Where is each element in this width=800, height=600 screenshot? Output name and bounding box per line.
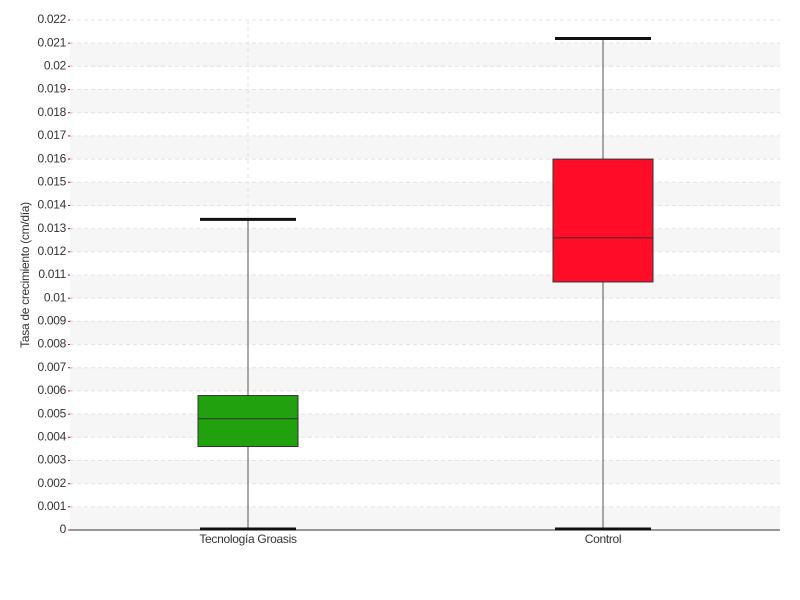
y-tick-label: 0.008 [37,337,66,351]
box [197,395,299,448]
grid-band [70,460,780,484]
y-tick-label: 0.011 [38,267,66,281]
y-tick-label: 0.013 [37,221,66,235]
y-tick-label: 0.002 [37,476,66,490]
y-tick-label: 0.018 [37,105,66,119]
y-tick-label: 0.019 [37,82,66,96]
y-tick-label: 0.005 [37,406,66,420]
y-tick-label: 0.01 [44,290,67,304]
box [552,158,654,283]
y-tick-label: 0 [60,522,67,536]
grid-band [70,43,780,67]
y-tick-label: 0.021 [37,35,66,49]
grid-band [70,275,780,299]
grid-band [70,228,780,252]
grid-band [70,135,780,160]
y-axis-label: Tasa de crecimiento (cm/día) [18,202,32,348]
y-tick-label: 0.016 [37,151,66,165]
y-tick-label: 0.02 [44,59,67,73]
y-tick-label: 0.012 [37,244,66,258]
y-tick-label: 0.006 [37,383,66,397]
x-tick-label: Control [585,532,622,546]
y-tick-label: 0.009 [37,314,66,328]
grid-band [70,506,780,530]
y-tick-label: 0.001 [37,499,66,513]
grid-band [70,367,780,391]
grid-band [70,321,780,345]
grid-band [70,182,780,206]
y-tick-label: 0.004 [37,429,66,443]
y-tick-label: 0.007 [37,360,66,374]
y-tick-label: 0.017 [37,128,66,142]
y-tick-label: 0.022 [37,12,66,26]
y-tick-label: 0.014 [37,198,66,212]
x-tick-label: Tecnología Groasis [199,532,297,546]
grid-band [70,89,780,113]
y-tick-label: 0.015 [37,174,66,188]
y-tick-label: 0.003 [37,453,66,467]
grid-band [70,414,780,438]
